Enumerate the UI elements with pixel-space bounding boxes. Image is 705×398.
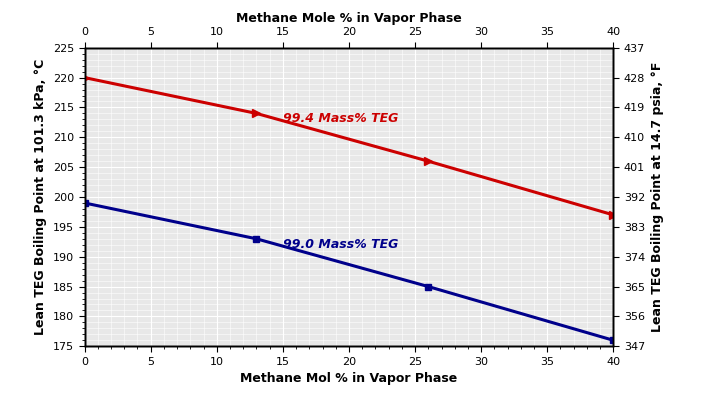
Y-axis label: Lean TEG Boiling Point at 101.3 kPa, °C: Lean TEG Boiling Point at 101.3 kPa, °C [35,59,47,335]
Y-axis label: Lean TEG Boiling Point at 14.7 psia, °F: Lean TEG Boiling Point at 14.7 psia, °F [651,62,663,332]
Text: 99.0 Mass% TEG: 99.0 Mass% TEG [283,238,398,251]
X-axis label: Methane Mol % in Vapor Phase: Methane Mol % in Vapor Phase [240,372,458,385]
Text: 99.4 Mass% TEG: 99.4 Mass% TEG [283,112,398,125]
X-axis label: Methane Mole % in Vapor Phase: Methane Mole % in Vapor Phase [236,12,462,25]
